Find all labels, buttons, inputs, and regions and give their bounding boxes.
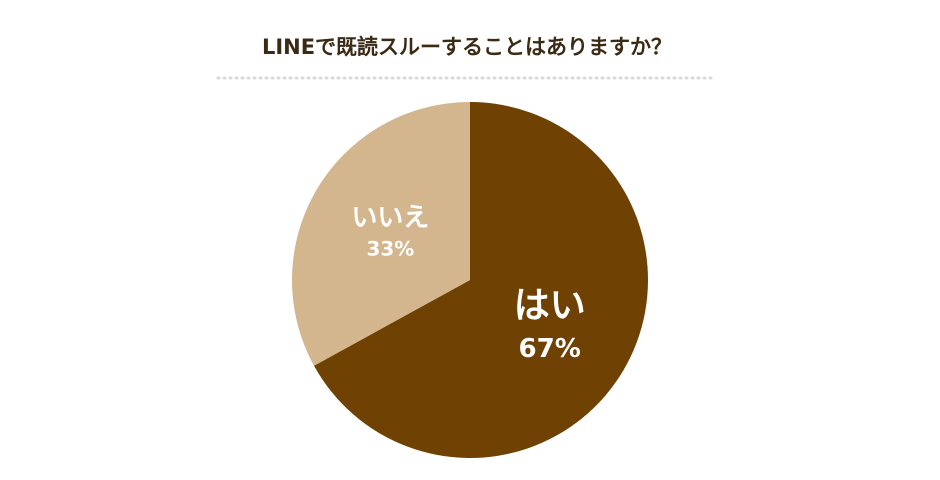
chart-title: LINEで既読スルーすることはありますか？ xyxy=(262,35,672,59)
slice-value-label: 33% xyxy=(366,236,414,260)
slice-value-label: 67% xyxy=(518,334,580,364)
pie-slice xyxy=(314,102,649,458)
slice-label: いいえ xyxy=(351,203,429,233)
pie-slice xyxy=(292,102,470,366)
slice-label: はい xyxy=(514,284,586,326)
